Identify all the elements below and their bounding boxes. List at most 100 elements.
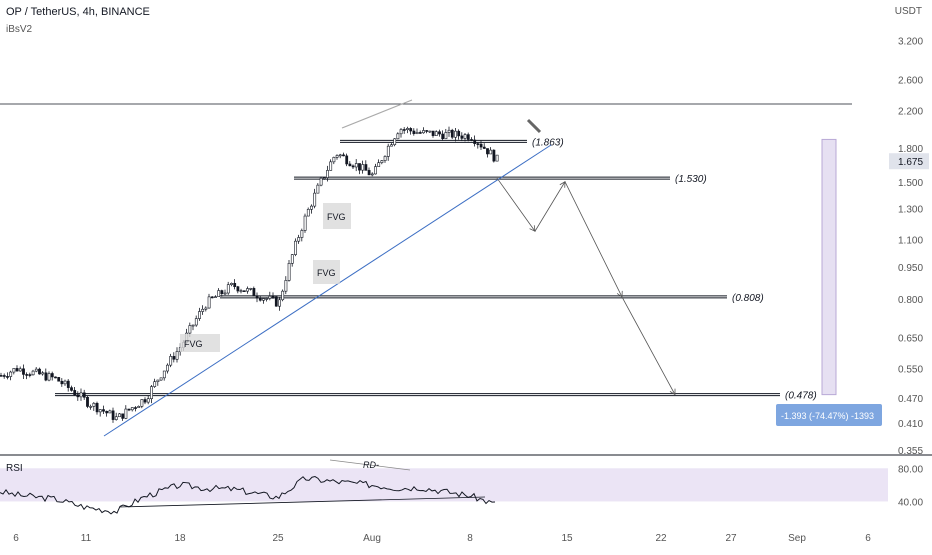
- price-tick-label: 0.800: [898, 295, 923, 306]
- candle-body: [402, 129, 406, 131]
- candle-body: [287, 263, 291, 281]
- candle-body: [249, 288, 253, 290]
- candle-body: [79, 392, 83, 398]
- candle-body: [230, 282, 233, 285]
- candle-body: [412, 130, 416, 134]
- candle-body: [489, 149, 493, 155]
- candle-body: [226, 284, 230, 294]
- candle-body: [390, 144, 393, 147]
- candle-body: [393, 138, 397, 146]
- time-tick-label: 25: [272, 533, 284, 544]
- price-tick-label: 1.300: [898, 204, 923, 215]
- candle-body: [447, 129, 451, 133]
- candle-body: [143, 399, 147, 403]
- price-tick-label: 0.410: [898, 419, 923, 430]
- candle-body: [492, 149, 496, 162]
- candle-body: [156, 379, 160, 383]
- candle-body: [166, 364, 169, 372]
- candle-body: [108, 410, 112, 414]
- candle-body: [495, 154, 499, 162]
- candle-body: [25, 374, 29, 376]
- candle-body: [463, 134, 467, 139]
- candle-body: [41, 372, 45, 375]
- candle-body: [44, 372, 48, 381]
- rsi-pane-label[interactable]: RSI: [6, 463, 23, 474]
- candle-body: [15, 368, 19, 372]
- candle-body: [217, 290, 221, 297]
- symbol-header[interactable]: OP / TetherUS, 4h, BINANCE: [6, 6, 150, 18]
- candle-body: [438, 131, 441, 135]
- candle-body: [396, 133, 400, 140]
- candle-body: [348, 163, 352, 167]
- candle-body: [454, 130, 457, 138]
- rsi-tick-label: 40.00: [898, 497, 923, 508]
- candle-body: [233, 282, 237, 287]
- candle-body: [223, 292, 227, 295]
- candle-body: [114, 416, 118, 420]
- price-tick-label: 3.200: [898, 37, 923, 48]
- price-tick-label: 2.600: [898, 75, 923, 86]
- candle-body: [146, 398, 150, 403]
- candle-body: [6, 376, 9, 378]
- candle-body: [422, 130, 425, 134]
- candle-body: [313, 192, 317, 207]
- rsi-divergence-line: [329, 459, 411, 471]
- ascending-trendline: [103, 144, 552, 437]
- candle-body: [95, 402, 99, 413]
- candle-body: [201, 308, 205, 312]
- candle-body: [486, 148, 489, 155]
- candle-body: [31, 370, 35, 376]
- candle-body: [335, 155, 339, 158]
- candle-body: [271, 295, 275, 298]
- price-tick-label: 1.800: [898, 144, 923, 155]
- candle-body: [242, 290, 246, 292]
- candle-body: [76, 394, 80, 398]
- projection-arrowhead: [559, 181, 566, 188]
- candle-body: [329, 161, 333, 171]
- candle-body: [127, 408, 131, 411]
- candle-body: [255, 295, 259, 299]
- candle-body: [322, 177, 326, 179]
- candle-body: [159, 377, 163, 381]
- candle-body: [54, 376, 57, 379]
- candle-body: [57, 377, 61, 382]
- candle-body: [428, 130, 432, 133]
- level-label: (0.808): [732, 293, 764, 304]
- candle-body: [169, 356, 173, 366]
- fvg-box: [313, 260, 340, 284]
- candle-body: [98, 409, 102, 413]
- time-tick-label: 27: [725, 533, 737, 544]
- projection-arrowhead: [529, 225, 536, 232]
- candle-body: [354, 163, 358, 168]
- fvg-label: FVG: [317, 268, 336, 278]
- projection-arrowhead: [616, 290, 623, 298]
- candle-body: [476, 143, 480, 145]
- candle-body: [239, 290, 243, 292]
- price-tick-label: 1.100: [898, 235, 923, 246]
- candle-body: [265, 298, 269, 300]
- candle-body: [479, 143, 483, 148]
- candle-body: [415, 132, 419, 134]
- level-label: (1.863): [532, 137, 564, 148]
- candle-body: [441, 133, 445, 140]
- indicator-label[interactable]: iBsV2: [6, 24, 33, 35]
- candle-body: [470, 139, 473, 141]
- rsi-support-line: [119, 496, 486, 508]
- current-price-tag: [889, 153, 929, 170]
- candle-body: [28, 374, 32, 376]
- level-label: (1.530): [675, 174, 707, 185]
- price-tick-label: 0.355: [898, 446, 923, 457]
- candle-body: [377, 162, 381, 167]
- rsi-line: [0, 476, 496, 515]
- candle-body: [278, 299, 281, 307]
- rsi-band: [0, 468, 888, 502]
- candle-body: [66, 380, 70, 388]
- candle-body: [210, 296, 214, 299]
- candle-body: [466, 134, 470, 140]
- candle-body: [207, 296, 211, 309]
- measure-info-box: [776, 404, 882, 426]
- measure-bar: [821, 138, 837, 396]
- candle-body: [34, 368, 38, 372]
